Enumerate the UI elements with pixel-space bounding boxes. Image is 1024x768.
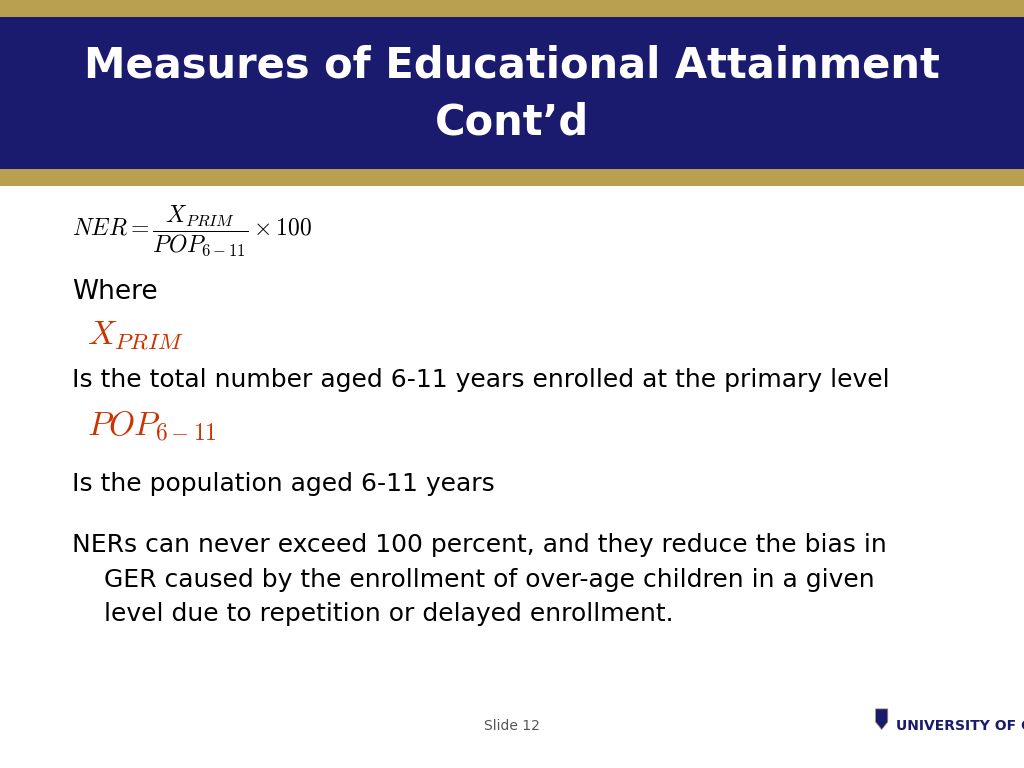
- Text: Is the total number aged 6-11 years enrolled at the primary level: Is the total number aged 6-11 years enro…: [72, 368, 889, 392]
- Text: NERs can never exceed 100 percent, and they reduce the bias in
    GER caused by: NERs can never exceed 100 percent, and t…: [72, 534, 887, 626]
- Text: Where: Where: [72, 279, 158, 305]
- Text: Measures of Educational Attainment: Measures of Educational Attainment: [84, 45, 940, 86]
- Text: $X_{PRIM}$: $X_{PRIM}$: [87, 319, 184, 352]
- FancyBboxPatch shape: [0, 0, 1024, 186]
- Text: $NER = \dfrac{X_{PRIM}}{POP_{6-11}} \times 100$: $NER = \dfrac{X_{PRIM}}{POP_{6-11}} \tim…: [72, 204, 312, 257]
- Text: $POP_{6-11}$: $POP_{6-11}$: [87, 409, 217, 443]
- Text: Is the population aged 6-11 years: Is the population aged 6-11 years: [72, 472, 495, 496]
- Text: Slide 12: Slide 12: [484, 719, 540, 733]
- FancyBboxPatch shape: [0, 17, 1024, 169]
- Text: UNIVERSITY OF GHANA: UNIVERSITY OF GHANA: [896, 719, 1024, 733]
- Polygon shape: [876, 709, 888, 730]
- Text: Cont’d: Cont’d: [435, 102, 589, 144]
